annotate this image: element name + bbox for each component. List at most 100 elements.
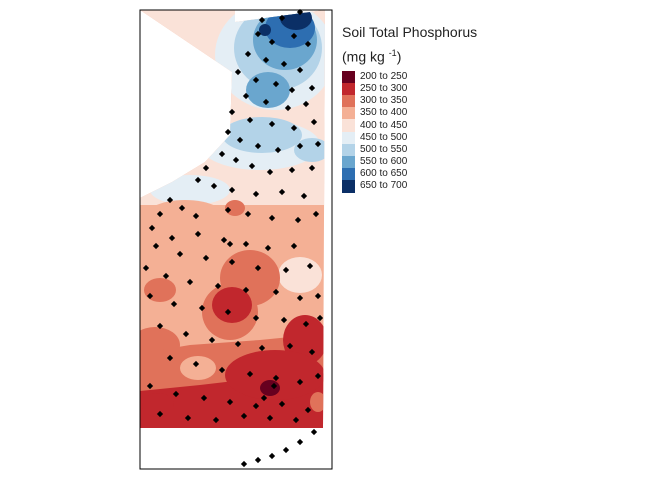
sample-point [166,196,174,204]
legend-item: 650 to 700 [342,180,477,193]
legend-units-suffix: ) [396,48,402,65]
sample-point [282,266,290,274]
sample-point [194,230,202,238]
sample-point [266,414,274,422]
sample-point [242,240,250,248]
legend-item: 450 to 500 [342,131,477,144]
sample-point [240,460,248,468]
sample-point [308,348,316,356]
legend-label: 400 to 450 [360,119,408,131]
sample-point [292,416,300,424]
sample-point [278,400,286,408]
legend-label: 650 to 700 [360,180,408,192]
legend-label: 200 to 250 [360,70,408,82]
sample-point [228,108,236,116]
legend-item: 300 to 350 [342,95,477,108]
sample-point [194,176,202,184]
sample-point [254,30,262,38]
map-frame [139,9,333,470]
legend-units-prefix: (mg kg [342,48,389,65]
sample-point [176,250,184,258]
sample-point [156,210,164,218]
legend-swatch [342,168,355,181]
sample-point [270,382,278,390]
legend-item: 350 to 400 [342,107,477,120]
sample-point [202,254,210,262]
sample-point [252,190,260,198]
sample-point [202,164,210,172]
sample-point [314,372,322,380]
sample-point [272,374,280,382]
sample-point [226,240,234,248]
sample-point [148,224,156,232]
legend-swatch [342,131,355,144]
legend: Soil Total Phosphorus (mg kg -1) 200 to … [342,22,477,193]
sample-point [316,314,324,322]
sample-point [210,182,218,190]
legend-swatch [342,119,355,132]
legend-label: 600 to 650 [360,168,408,180]
legend-item: 250 to 300 [342,82,477,96]
sample-point [234,68,242,76]
legend-label: 450 to 500 [360,131,408,143]
legend-swatch [342,180,355,193]
legend-swatch [342,107,355,120]
legend-label: 350 to 400 [360,107,408,119]
legend-title: Soil Total Phosphorus [342,22,477,43]
legend-title-units: (mg kg -1) [342,43,477,68]
sample-point [248,162,256,170]
sample-point [268,452,276,460]
legend-label: 500 to 550 [360,143,408,155]
sample-point [242,92,250,100]
sample-point [244,210,252,218]
legend-item: 600 to 650 [342,168,477,181]
legend-item: 500 to 550 [342,143,477,156]
sample-point [254,142,262,150]
sample-point [280,316,288,324]
legend-item: 400 to 450 [342,119,477,132]
sample-point [260,394,268,402]
sample-point [296,378,304,386]
sample-point [304,406,312,414]
legend-swatch [342,155,355,169]
sample-point [178,204,186,212]
sample-point [302,320,310,328]
sample-point [252,76,260,84]
legend-item: 200 to 250 [342,70,477,83]
legend-label: 300 to 350 [360,95,408,107]
sample-point [236,136,244,144]
legend-swatch [342,70,355,83]
legend-title-line1: Soil Total Phosphorus [342,24,478,40]
sample-point [224,206,232,214]
legend-label: 550 to 600 [360,156,408,168]
sample-point [306,262,314,270]
sample-point [272,288,280,296]
sample-point [220,236,228,244]
sample-point [218,150,226,158]
legend-units-exponent: -1 [388,48,397,58]
sample-point [224,128,232,136]
sample-point [232,156,240,164]
sample-point [252,314,260,322]
legend-label: 250 to 300 [360,82,408,94]
sample-point [258,344,266,352]
legend-swatch [342,143,355,156]
sample-point [282,446,290,454]
sample-point [168,234,176,242]
sample-point [296,294,304,302]
sample-point [244,50,252,58]
sample-point [192,212,200,220]
sample-point [152,242,160,250]
sample-point [310,428,318,436]
sample-point [296,438,304,446]
legend-swatch [342,95,355,108]
sample-point [286,342,294,350]
sample-point [228,186,236,194]
interpolated-surface [140,10,325,428]
sample-point [254,456,262,464]
legend-swatch [342,82,355,96]
sample-point [246,116,254,124]
sample-point [252,402,260,410]
legend-item: 550 to 600 [342,155,477,169]
